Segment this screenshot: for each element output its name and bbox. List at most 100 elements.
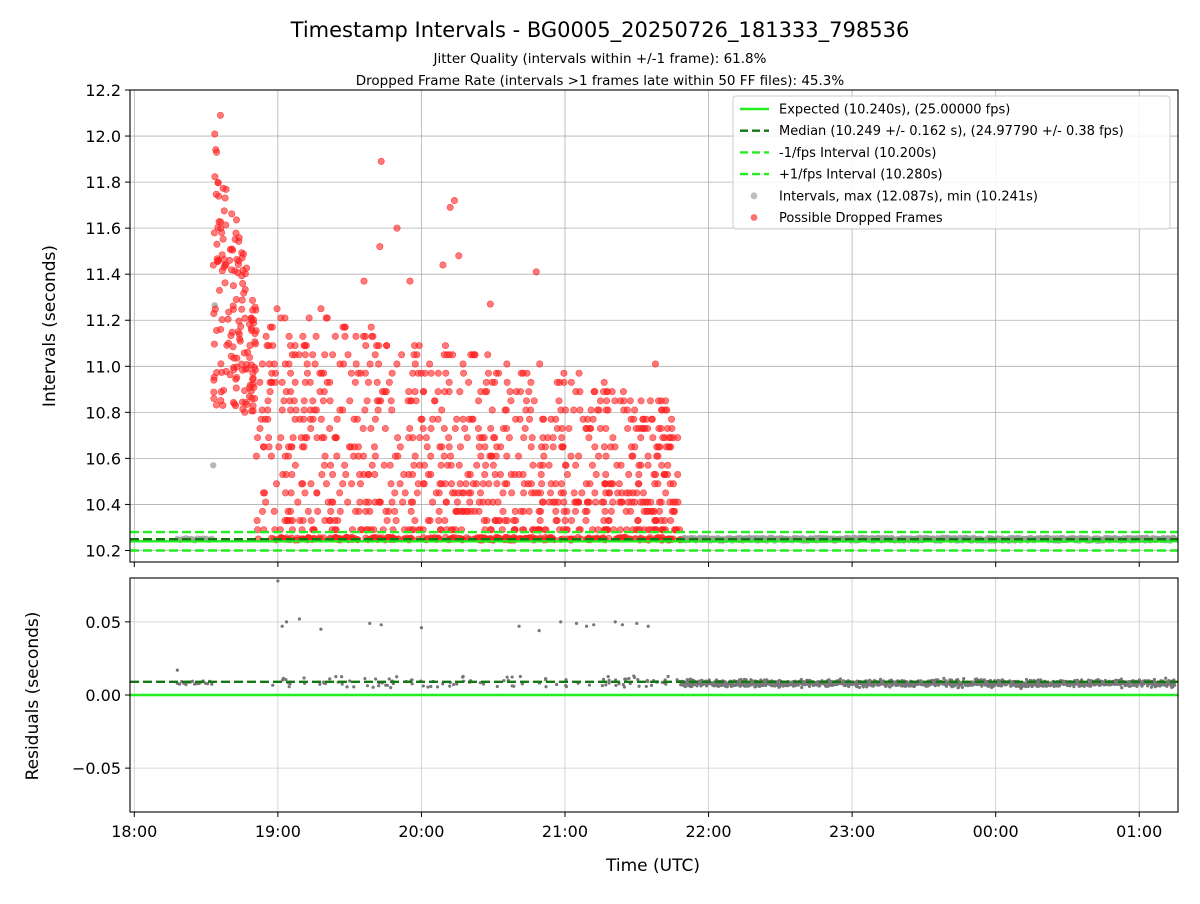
dropped-frame-point	[602, 406, 610, 414]
dropped-frame-point	[413, 351, 421, 359]
dropped-frame-point	[350, 415, 358, 423]
dropped-frame-point	[405, 471, 413, 479]
dropped-frame-point	[503, 360, 511, 368]
dropped-frame-point	[558, 480, 566, 488]
dropped-frame-point	[435, 507, 443, 515]
dropped-frame-point	[667, 517, 675, 525]
dropped-frame-point	[220, 207, 228, 215]
dropped-frame-point	[600, 517, 608, 525]
dropped-frame-point	[448, 489, 456, 497]
dropped-frame-point	[637, 461, 645, 469]
residual-point	[1129, 684, 1133, 688]
x-tick-label: 21:00	[542, 822, 588, 841]
dropped-frame-point	[420, 461, 428, 469]
dropped-frame-point	[657, 517, 665, 525]
dropped-frame-point	[649, 507, 657, 515]
dropped-frame-point	[551, 498, 559, 506]
residual-point	[1173, 683, 1177, 687]
residual-point	[544, 676, 548, 681]
dropped-frame-point	[407, 507, 415, 515]
dropped-frame-point	[499, 424, 507, 432]
dropped-frame-point	[630, 415, 638, 423]
dropped-frame-point	[381, 388, 389, 396]
dropped-frame-point	[637, 434, 645, 442]
dropped-frame-point	[291, 461, 299, 469]
dropped-frame-point	[291, 378, 299, 386]
dropped-frame-point	[545, 461, 553, 469]
residual-point	[518, 674, 522, 679]
dropped-frame-point	[482, 461, 490, 469]
dropped-frame-point	[280, 397, 288, 405]
residual-point	[271, 683, 275, 687]
residual-point	[385, 683, 389, 688]
residual-point	[744, 678, 748, 682]
residual-point	[1140, 684, 1144, 688]
dropped-frame-point	[527, 443, 535, 451]
dropped-frame-point	[539, 498, 547, 506]
dropped-frame-point	[450, 197, 458, 205]
residual-point	[395, 675, 399, 679]
dropped-frame-point	[300, 397, 308, 405]
dropped-frame-point	[441, 342, 449, 350]
dropped-frame-point	[393, 360, 401, 368]
dropped-frame-point	[611, 443, 619, 451]
top-y-tick-label: 11.4	[85, 265, 121, 284]
dropped-frame-point	[393, 224, 401, 232]
dropped-frame-point	[248, 296, 256, 304]
dropped-frame-point	[249, 374, 257, 382]
dropped-frame-point	[234, 269, 242, 277]
dropped-frame-point	[489, 498, 497, 506]
dropped-frame-point	[406, 277, 414, 285]
dropped-frame-point	[668, 415, 676, 423]
dropped-frame-point	[426, 360, 434, 368]
dropped-frame-point	[325, 517, 333, 525]
residual-point	[190, 679, 195, 683]
dropped-frame-point	[214, 256, 222, 264]
dropped-frame-point	[525, 507, 533, 515]
dropped-frame-point	[602, 489, 610, 497]
dropped-frame-point	[527, 378, 535, 386]
dropped-frame-point	[373, 342, 381, 350]
legend-dot-swatch	[750, 214, 758, 221]
dropped-frame-point	[516, 388, 524, 396]
top-y-tick-label: 10.2	[85, 541, 121, 560]
dropped-frame-point	[626, 397, 634, 405]
dropped-frame-point	[523, 397, 531, 405]
dropped-frame-point	[367, 323, 375, 331]
dropped-frame-point	[485, 480, 493, 488]
residual-point	[345, 685, 349, 689]
residual-point	[666, 674, 670, 679]
top-y-tick-label: 10.8	[85, 403, 121, 422]
residual-point	[855, 685, 859, 689]
dropped-frame-point	[669, 434, 677, 442]
dropped-frame-point	[283, 517, 291, 525]
dropped-frame-point	[536, 360, 544, 368]
dropped-frame-point	[219, 235, 227, 243]
dropped-frame-point	[336, 489, 344, 497]
dropped-frame-point	[503, 452, 511, 460]
dropped-frame-point	[628, 498, 636, 506]
dropped-frame-point	[285, 332, 293, 340]
residual-point	[379, 623, 383, 627]
dropped-frame-point	[416, 434, 424, 442]
residual-point	[520, 682, 524, 686]
residual-point	[387, 677, 391, 681]
dropped-frame-point	[519, 471, 527, 479]
dropped-frame-point	[575, 452, 583, 460]
dropped-frame-point	[484, 351, 492, 359]
dropped-frame-point	[385, 378, 393, 386]
residual-point	[644, 684, 648, 689]
dropped-frame-point	[547, 489, 555, 497]
residual-point	[510, 675, 514, 679]
dropped-frame-point	[440, 424, 448, 432]
dropped-frame-point	[602, 424, 610, 432]
dropped-frame-point	[342, 471, 350, 479]
residual-point	[632, 675, 637, 680]
dropped-frame-point	[241, 286, 249, 294]
dropped-frame-point	[644, 461, 652, 469]
residual-point	[363, 676, 367, 681]
dropped-frame-point	[572, 461, 580, 469]
dropped-frame-point	[526, 415, 534, 423]
dropped-frame-point	[467, 489, 475, 497]
